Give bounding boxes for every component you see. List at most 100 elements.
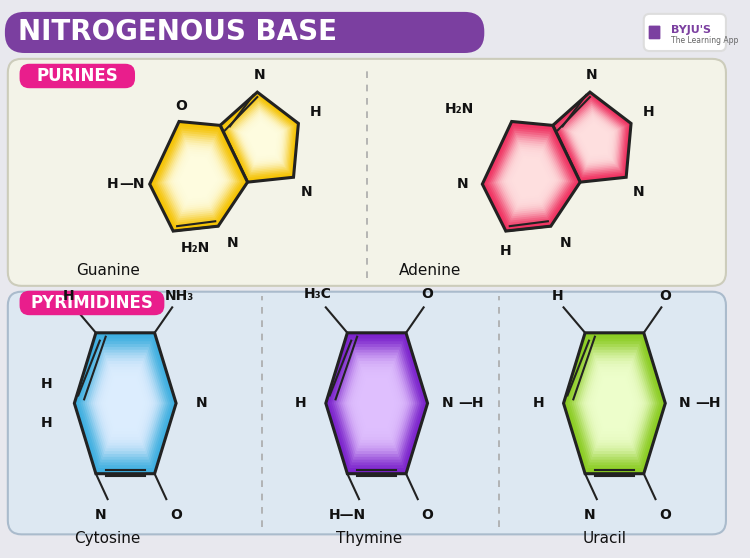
Polygon shape bbox=[370, 395, 382, 412]
Polygon shape bbox=[578, 353, 651, 454]
Polygon shape bbox=[556, 96, 628, 179]
Text: H: H bbox=[41, 416, 53, 430]
Polygon shape bbox=[255, 131, 271, 148]
Polygon shape bbox=[192, 171, 204, 185]
Polygon shape bbox=[563, 333, 665, 474]
Polygon shape bbox=[362, 383, 391, 423]
Polygon shape bbox=[227, 100, 292, 175]
Text: O: O bbox=[422, 287, 434, 301]
Polygon shape bbox=[529, 176, 532, 180]
Polygon shape bbox=[236, 109, 286, 167]
Polygon shape bbox=[586, 128, 604, 150]
Text: O: O bbox=[175, 99, 187, 113]
Text: N: N bbox=[227, 236, 238, 250]
Polygon shape bbox=[74, 333, 176, 474]
Polygon shape bbox=[523, 169, 538, 187]
Text: N: N bbox=[95, 508, 106, 522]
Text: O: O bbox=[170, 508, 182, 522]
Polygon shape bbox=[568, 109, 619, 167]
Text: N: N bbox=[457, 177, 469, 191]
Text: N: N bbox=[584, 508, 596, 522]
Text: H: H bbox=[500, 244, 512, 258]
Text: H: H bbox=[643, 105, 655, 119]
Polygon shape bbox=[346, 361, 407, 445]
Polygon shape bbox=[186, 165, 210, 191]
Polygon shape bbox=[560, 100, 626, 175]
Polygon shape bbox=[592, 136, 598, 143]
Polygon shape bbox=[582, 358, 647, 448]
Polygon shape bbox=[159, 133, 238, 220]
Polygon shape bbox=[375, 401, 379, 406]
Polygon shape bbox=[86, 350, 164, 457]
Polygon shape bbox=[600, 383, 628, 423]
Polygon shape bbox=[344, 358, 410, 448]
Text: H: H bbox=[295, 396, 306, 410]
Text: PURINES: PURINES bbox=[37, 67, 118, 85]
Polygon shape bbox=[509, 153, 553, 201]
Polygon shape bbox=[161, 135, 236, 218]
Polygon shape bbox=[336, 347, 417, 460]
Polygon shape bbox=[482, 122, 580, 231]
Polygon shape bbox=[338, 350, 416, 457]
Polygon shape bbox=[251, 127, 273, 152]
Polygon shape bbox=[502, 145, 560, 210]
Text: —H: —H bbox=[695, 396, 721, 410]
Polygon shape bbox=[94, 361, 156, 445]
Polygon shape bbox=[515, 160, 547, 195]
Polygon shape bbox=[594, 138, 598, 142]
Polygon shape bbox=[177, 153, 220, 201]
Polygon shape bbox=[122, 398, 129, 409]
Text: H: H bbox=[532, 396, 544, 410]
Polygon shape bbox=[584, 361, 645, 445]
Polygon shape bbox=[490, 131, 572, 223]
Polygon shape bbox=[580, 355, 649, 451]
Polygon shape bbox=[364, 386, 389, 420]
Polygon shape bbox=[575, 117, 613, 160]
Polygon shape bbox=[558, 98, 627, 177]
Polygon shape bbox=[250, 125, 274, 153]
Polygon shape bbox=[572, 113, 616, 163]
Polygon shape bbox=[354, 372, 399, 434]
Polygon shape bbox=[190, 169, 206, 187]
FancyBboxPatch shape bbox=[8, 59, 726, 286]
Polygon shape bbox=[588, 367, 640, 440]
Polygon shape bbox=[582, 125, 608, 153]
FancyBboxPatch shape bbox=[20, 64, 135, 88]
Polygon shape bbox=[239, 113, 283, 163]
Polygon shape bbox=[97, 364, 154, 442]
Text: N: N bbox=[679, 396, 691, 410]
Polygon shape bbox=[565, 105, 621, 170]
Polygon shape bbox=[526, 174, 535, 182]
Polygon shape bbox=[165, 140, 232, 214]
Polygon shape bbox=[229, 102, 292, 174]
Polygon shape bbox=[119, 395, 131, 412]
Polygon shape bbox=[494, 135, 568, 218]
Polygon shape bbox=[606, 392, 622, 415]
Polygon shape bbox=[613, 401, 616, 406]
Polygon shape bbox=[91, 355, 160, 451]
Polygon shape bbox=[164, 137, 234, 217]
Polygon shape bbox=[358, 378, 395, 429]
Polygon shape bbox=[488, 128, 574, 225]
Text: H: H bbox=[41, 377, 53, 391]
Polygon shape bbox=[184, 162, 211, 193]
Text: N: N bbox=[301, 185, 312, 199]
Polygon shape bbox=[260, 136, 266, 143]
Polygon shape bbox=[241, 115, 281, 162]
Polygon shape bbox=[188, 167, 208, 189]
Polygon shape bbox=[352, 369, 401, 437]
Polygon shape bbox=[594, 375, 634, 431]
Polygon shape bbox=[258, 134, 268, 145]
Polygon shape bbox=[586, 364, 643, 442]
Polygon shape bbox=[230, 104, 290, 172]
Text: Adenine: Adenine bbox=[399, 263, 462, 278]
FancyBboxPatch shape bbox=[8, 292, 726, 535]
Polygon shape bbox=[562, 102, 624, 174]
Polygon shape bbox=[232, 105, 289, 170]
Polygon shape bbox=[178, 156, 218, 199]
Polygon shape bbox=[568, 339, 662, 468]
Polygon shape bbox=[373, 398, 381, 409]
Text: H: H bbox=[106, 177, 118, 191]
Polygon shape bbox=[506, 149, 556, 206]
Polygon shape bbox=[334, 344, 419, 463]
